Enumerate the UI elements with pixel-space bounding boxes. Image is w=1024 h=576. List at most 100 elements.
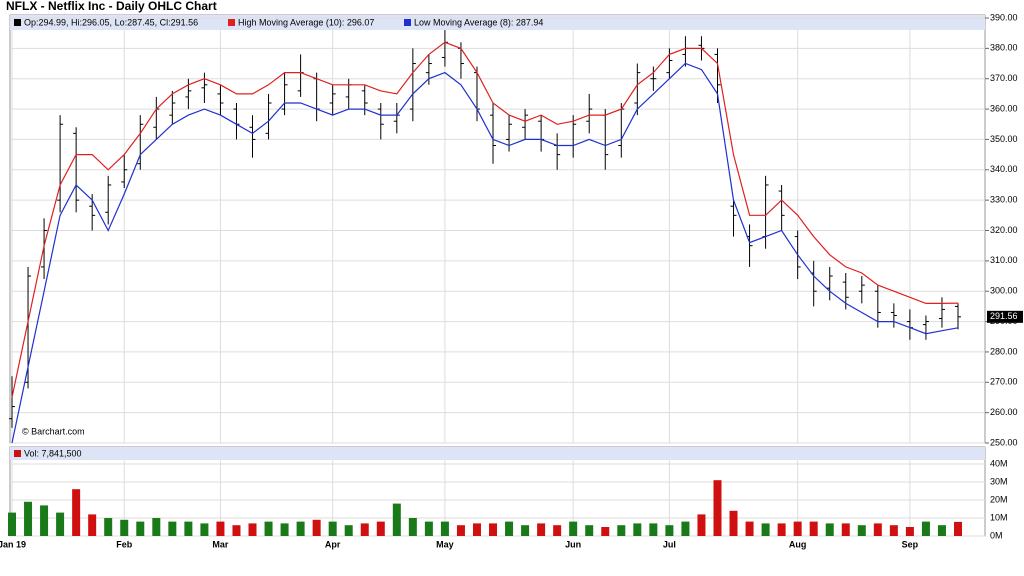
y-tick-label: 320.00 <box>990 225 1018 235</box>
volume-bar <box>761 523 770 536</box>
y-tick-label: 330.00 <box>990 195 1018 205</box>
volume-bar <box>921 521 930 536</box>
y-tick-label: 350.00 <box>990 134 1018 144</box>
y-tick-label: 10M <box>990 512 1008 522</box>
volume-bar <box>184 521 193 536</box>
volume-bar <box>905 527 914 536</box>
volume-bar <box>24 501 33 536</box>
y-tick-label: 30M <box>990 476 1008 486</box>
volume-bar <box>88 514 97 536</box>
volume-bar <box>713 480 722 536</box>
volume-bar <box>456 525 465 536</box>
volume-bar <box>296 521 305 536</box>
volume-bar <box>857 525 866 536</box>
volume-bar <box>505 521 514 536</box>
volume-bar <box>424 521 433 536</box>
y-tick-label: 260.00 <box>990 407 1018 417</box>
volume-bar <box>8 512 16 536</box>
volume-bar <box>889 525 898 536</box>
chart-title: NFLX - Netflix Inc - Daily OHLC Chart <box>6 0 217 13</box>
y-tick-label: 380.00 <box>990 43 1018 53</box>
y-tick-label: 250.00 <box>990 437 1018 447</box>
volume-bar <box>216 521 225 536</box>
volume-bar <box>248 523 257 536</box>
x-tick-label: Jun <box>565 539 581 549</box>
volume-bar <box>312 519 321 536</box>
volume-bar <box>809 521 818 536</box>
x-tick-label: Feb <box>116 539 133 549</box>
volume-bar <box>472 523 481 536</box>
volume-bar <box>344 525 353 536</box>
volume-bar <box>232 525 241 536</box>
y-tick-label: 0M <box>990 530 1003 540</box>
y-tick-label: 40M <box>990 458 1008 468</box>
volume-swatch <box>14 450 21 457</box>
volume-bar <box>793 521 802 536</box>
volume-bar <box>729 510 738 536</box>
y-tick-label: 340.00 <box>990 164 1018 174</box>
legend-swatch <box>228 19 235 26</box>
volume-bar <box>72 489 81 536</box>
volume-bar <box>392 503 401 536</box>
volume-bar <box>104 518 113 536</box>
volume-bar <box>777 523 786 536</box>
volume-bar <box>649 523 658 536</box>
legend-swatch <box>404 19 411 26</box>
volume-bar <box>376 521 385 536</box>
volume-bar <box>489 523 498 536</box>
y-tick-label: 310.00 <box>990 255 1018 265</box>
y-tick-label: 390.00 <box>990 12 1018 22</box>
volume-legend: Vol: 7,841,500 <box>24 448 82 458</box>
x-tick-label: Mar <box>212 539 229 549</box>
volume-bar <box>681 521 690 536</box>
y-tick-label: 20M <box>990 494 1008 504</box>
volume-bar <box>745 521 754 536</box>
volume-bar <box>873 523 882 536</box>
price-legend-strip <box>10 15 985 30</box>
moving-average-line <box>11 41 959 398</box>
volume-bar <box>825 523 834 536</box>
x-tick-label: Apr <box>325 539 341 549</box>
volume-bar <box>120 519 129 536</box>
volume-bar <box>697 514 706 536</box>
volume-bar <box>633 523 642 536</box>
volume-bar <box>601 527 610 536</box>
volume-bar <box>152 518 161 536</box>
y-tick-label: 370.00 <box>990 73 1018 83</box>
volume-bar <box>280 523 289 536</box>
volume-bar <box>521 525 530 536</box>
volume-bar <box>264 521 273 536</box>
x-tick-label: Jan 19 <box>0 539 26 549</box>
ohlc-legend: Op:294.99, Hi:296.05, Lo:287.45, Cl:291.… <box>24 17 198 27</box>
ohlc-swatch <box>14 19 21 26</box>
y-tick-label: 280.00 <box>990 346 1018 356</box>
y-tick-label: 270.00 <box>990 377 1018 387</box>
volume-bar <box>553 525 562 536</box>
volume-bar <box>440 521 449 536</box>
volume-bar <box>168 521 177 536</box>
legend-entry: Low Moving Average (8): 287.94 <box>414 17 543 27</box>
volume-bar <box>537 523 546 536</box>
legend-entry: High Moving Average (10): 296.07 <box>238 17 374 27</box>
moving-average-line <box>11 62 959 444</box>
volume-bar <box>665 525 674 536</box>
last-price-box <box>987 310 1023 323</box>
x-tick-label: Aug <box>789 539 807 549</box>
volume-bar <box>841 523 850 536</box>
x-tick-label: Sep <box>902 539 919 549</box>
volume-bar <box>328 521 337 536</box>
volume-bar <box>954 521 962 536</box>
volume-bar <box>408 518 417 536</box>
volume-bar <box>569 521 578 536</box>
last-price-label: 291.56 <box>990 311 1018 321</box>
x-tick-label: May <box>436 539 454 549</box>
volume-bar <box>56 512 65 536</box>
volume-bar <box>937 525 946 536</box>
credit: © Barchart.com <box>22 426 85 436</box>
y-tick-label: 300.00 <box>990 286 1018 296</box>
x-tick-label: Jul <box>663 539 676 549</box>
volume-bar <box>585 525 594 536</box>
volume-bar <box>40 505 49 536</box>
volume-bar <box>200 523 209 536</box>
